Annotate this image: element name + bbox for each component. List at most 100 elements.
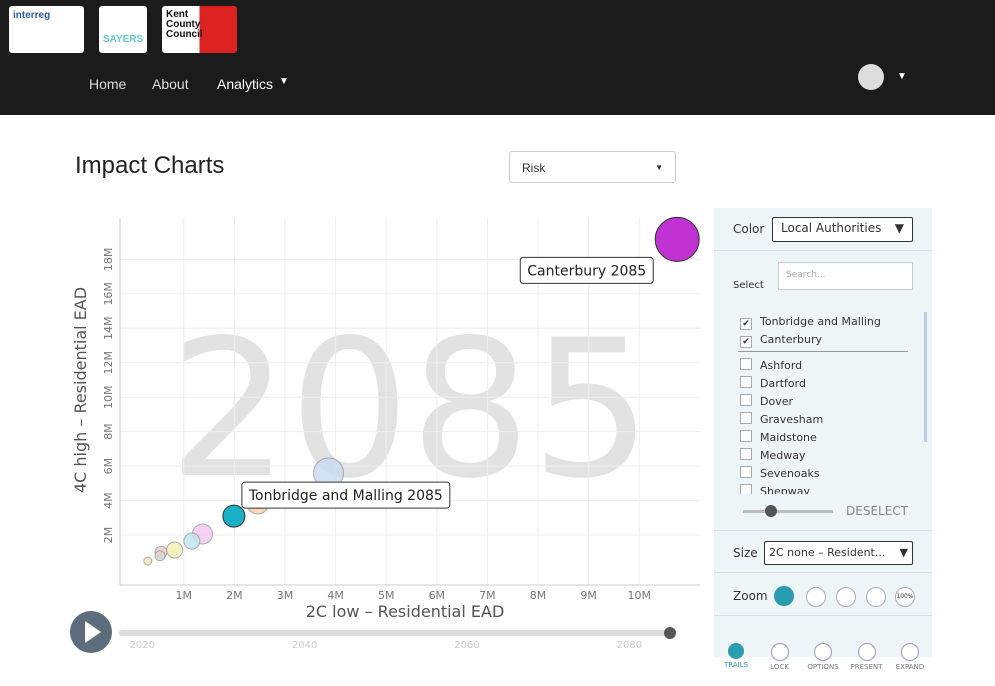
checklist-item[interactable]: Maidstone	[740, 430, 817, 444]
navbar: interreg SAYERS Kent County Council Home…	[0, 0, 995, 115]
tool-button[interactable]: TRAILS	[716, 643, 756, 669]
x-tick-label: 9M	[580, 589, 597, 602]
zoom-tool[interactable]	[866, 587, 886, 607]
checkbox[interactable]	[740, 484, 752, 494]
select[interactable]: 2C none – Resident... ▼	[764, 541, 913, 565]
y-tick-label: 10M	[102, 385, 115, 409]
zoom-tool[interactable]	[774, 586, 794, 606]
avatar[interactable]	[858, 64, 884, 90]
bubble	[166, 541, 184, 559]
checklist-item[interactable]: Medway	[740, 448, 806, 462]
zoom-reset[interactable]: 100%	[895, 587, 915, 607]
checklist-item[interactable]: Shepway	[740, 484, 810, 494]
timeline-tick-label: 2080	[617, 640, 642, 651]
nav-link[interactable]: Analytics	[217, 76, 274, 92]
slider-handle[interactable]	[765, 505, 777, 517]
checklist-item[interactable]: Ashford	[740, 358, 802, 372]
checklist-item[interactable]: Dartford	[740, 376, 806, 390]
tool-button[interactable]: LOCK	[760, 643, 800, 671]
checkbox[interactable]: ✔	[740, 336, 752, 348]
label-box	[519, 256, 654, 284]
tool-label: PRESENT	[850, 663, 883, 671]
nav-link[interactable]: About	[152, 76, 189, 92]
y-tick-label: 2M	[102, 527, 115, 544]
x-tick-label: 7M	[479, 589, 496, 602]
label: Zoom	[733, 589, 768, 603]
bubble-label-text: Tonbridge and Malling 2085	[248, 488, 443, 504]
tool-button[interactable]: EXPAND	[890, 643, 930, 671]
timeline-tick-label: 2040	[292, 640, 317, 651]
checkbox[interactable]	[740, 394, 752, 406]
tool-icon	[770, 643, 789, 661]
zoom-tool[interactable]	[836, 587, 856, 607]
nav-link[interactable]: Home	[89, 76, 127, 92]
deselect-button[interactable]: DESELECT	[846, 504, 908, 518]
y-tick-label: 6M	[102, 458, 115, 475]
timeline-handle[interactable]	[664, 627, 676, 639]
checkbox[interactable]: ✔	[740, 318, 752, 330]
checklist-item[interactable]: ✔ Canterbury	[740, 333, 822, 348]
tool-icon	[728, 643, 744, 659]
y-tick-label: 4M	[102, 492, 115, 509]
zoom-tool[interactable]	[806, 587, 826, 607]
item-label: Canterbury	[760, 333, 822, 346]
select-value: Local Authorities	[781, 221, 882, 235]
x-tick-label: 6M	[429, 589, 446, 602]
checkbox[interactable]	[740, 466, 752, 478]
item-label: Ashford	[760, 359, 803, 372]
logo[interactable]: SAYERS	[99, 6, 147, 53]
checkbox[interactable]	[740, 430, 752, 442]
select[interactable]: Local Authorities ▼	[772, 217, 913, 242]
checkbox[interactable]	[740, 448, 752, 460]
scrollbar[interactable]	[924, 312, 927, 442]
x-tick-label: 3M	[277, 589, 294, 602]
item-label: Dover	[760, 395, 793, 408]
y-tick-label: 16M	[102, 282, 115, 306]
tool-button[interactable]: PRESENT	[847, 643, 887, 671]
search-input[interactable]: Search...	[778, 262, 913, 290]
x-tick-label: 1M	[176, 589, 193, 602]
checklist-item[interactable]: Sevenoaks	[740, 466, 820, 480]
play-icon	[85, 621, 101, 643]
x-tick-label: 8M	[530, 589, 547, 602]
tool-button[interactable]: OPTIONS	[803, 643, 843, 671]
x-tick-label: 5M	[378, 589, 395, 602]
bubble	[154, 550, 166, 562]
item-label: Shepway	[760, 485, 810, 494]
slider[interactable]	[743, 510, 833, 513]
timeline-tick-label: 2060	[454, 640, 479, 651]
tool-label: TRAILS	[723, 661, 749, 669]
timeline-tick-label: 2020	[130, 640, 155, 651]
bubble-label: Canterbury 2085	[519, 256, 654, 284]
caret: ▼	[897, 71, 907, 82]
checkbox[interactable]	[740, 412, 752, 424]
checkbox[interactable]	[740, 358, 752, 370]
label: Color	[733, 222, 765, 236]
checklist-item[interactable]: Gravesham	[740, 412, 823, 426]
bubble-label-text: Canterbury 2085	[527, 263, 646, 279]
item-label: Maidstone	[760, 431, 817, 444]
x-tick-label: 4M	[327, 589, 344, 602]
logo[interactable]: interreg	[9, 6, 84, 53]
divider	[714, 615, 932, 616]
dropdown[interactable]: Risk ▼	[509, 151, 676, 183]
checklist-item[interactable]: Dover	[740, 394, 793, 408]
bubble	[183, 532, 201, 550]
divider	[714, 250, 932, 251]
item-label: Dartford	[760, 377, 806, 390]
divider	[714, 530, 932, 531]
logo[interactable]: Kent County Council	[162, 6, 237, 53]
tool-label: OPTIONS	[807, 663, 839, 671]
select-value: 2C none – Resident...	[769, 546, 886, 559]
checkbox[interactable]	[740, 376, 752, 388]
checklist-item[interactable]: ✔ Tonbridge and Malling	[740, 315, 881, 330]
y-axis-title: 4C high – Residential EAD	[71, 287, 90, 493]
x-axis-title: 2C low – Residential EAD	[306, 602, 505, 621]
side-panel: Color Local Authorities ▼ Search... Selec…	[714, 208, 932, 671]
tool-label: LOCK	[770, 663, 789, 671]
y-tick-label: 18M	[102, 248, 115, 272]
y-tick-label: 12M	[102, 351, 115, 375]
item-label: Tonbridge and Malling	[760, 315, 881, 328]
tool-icon	[857, 643, 876, 661]
